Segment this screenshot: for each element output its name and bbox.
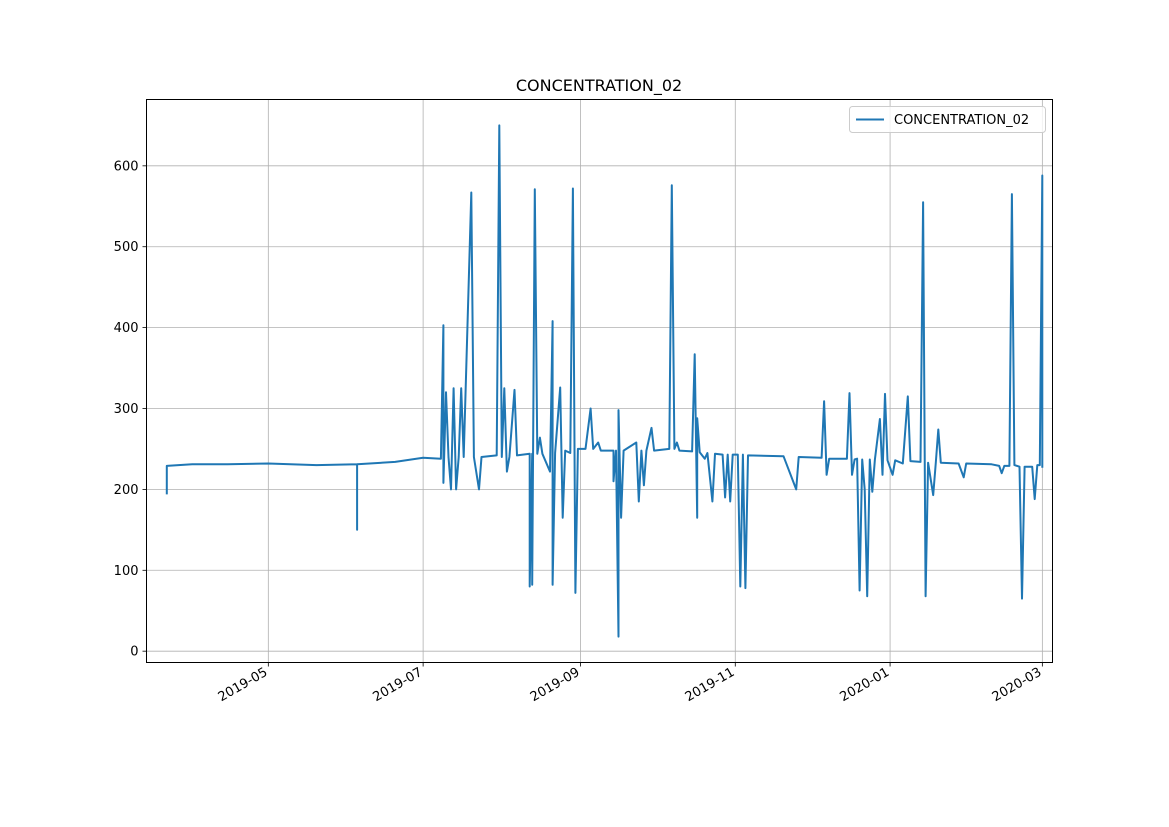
y-tick-label: 100 — [114, 564, 139, 579]
y-tick-label: 600 — [114, 159, 139, 174]
series-line — [165, 124, 1044, 638]
chart-title: CONCENTRATION_02 — [516, 76, 682, 96]
legend: CONCENTRATION_02 — [849, 106, 1046, 133]
y-tick-label: 200 — [114, 483, 139, 498]
legend-label: CONCENTRATION_02 — [894, 113, 1029, 128]
y-tick-label: 0 — [130, 645, 138, 660]
series-layer — [165, 124, 1044, 638]
y-tick-label: 500 — [114, 240, 139, 255]
y-tick-label: 300 — [114, 402, 139, 417]
legend-box — [849, 106, 1046, 133]
y-axis: 0 100 200 300 400 500 600 — [114, 159, 147, 660]
y-tick-label: 400 — [114, 321, 139, 336]
grid-lines — [146, 99, 1053, 663]
plot-frame — [146, 99, 1053, 663]
